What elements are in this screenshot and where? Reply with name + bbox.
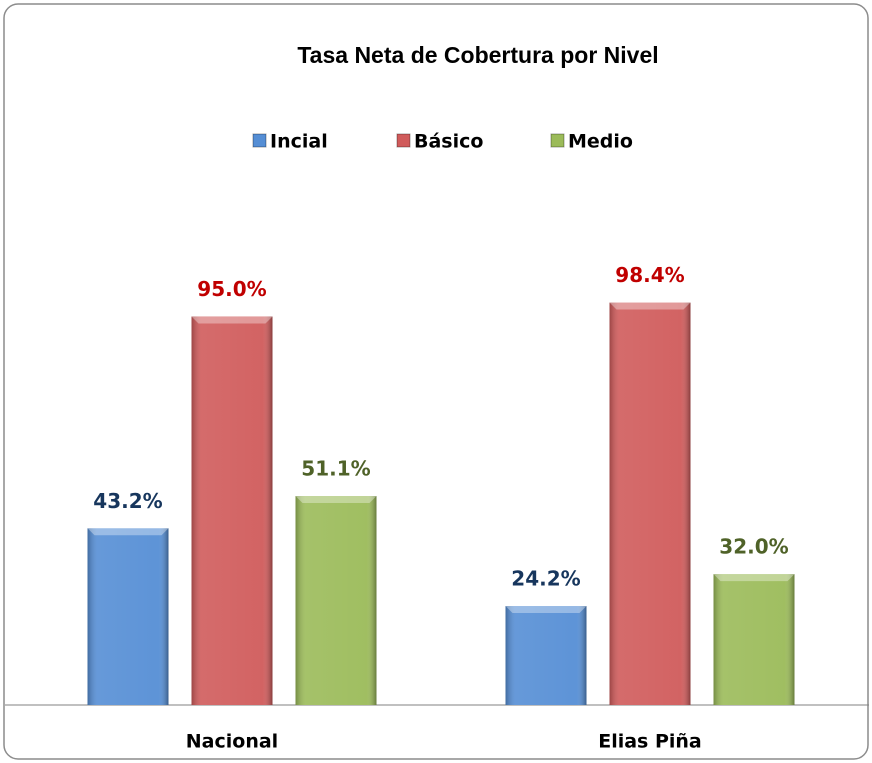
bar-bevel-top [505, 606, 587, 614]
bar-bevel [609, 302, 691, 705]
legend-swatch [252, 133, 267, 148]
legend-label: Incial [270, 131, 328, 153]
bar-bevel [505, 606, 587, 705]
chart-title: Tasa Neta de Cobertura por Nivel [297, 42, 658, 68]
data-label: 24.2% [511, 567, 580, 591]
bar-bevel [713, 574, 795, 705]
bar-bevel-top [295, 496, 377, 504]
bar-bevel-top [87, 528, 169, 536]
legend-swatch [550, 133, 565, 148]
bar-bevel-top [713, 574, 795, 582]
bar-bevel [191, 316, 273, 705]
bar-bevel [87, 528, 169, 705]
bar-bevel [295, 496, 377, 705]
bar-bevel-top [191, 316, 273, 324]
bar-bevel-top [609, 302, 691, 310]
legend-label: Medio [568, 131, 633, 153]
legend-swatch [396, 133, 411, 148]
data-label: 95.0% [197, 277, 266, 301]
data-label: 98.4% [615, 263, 684, 287]
x-tick-label: Elias Piña [598, 731, 702, 753]
legend-label: Básico [414, 131, 483, 153]
x-tick-label: Nacional [186, 731, 278, 753]
data-label: 43.2% [93, 489, 162, 513]
data-label: 51.1% [301, 457, 370, 481]
data-label: 32.0% [719, 535, 788, 559]
